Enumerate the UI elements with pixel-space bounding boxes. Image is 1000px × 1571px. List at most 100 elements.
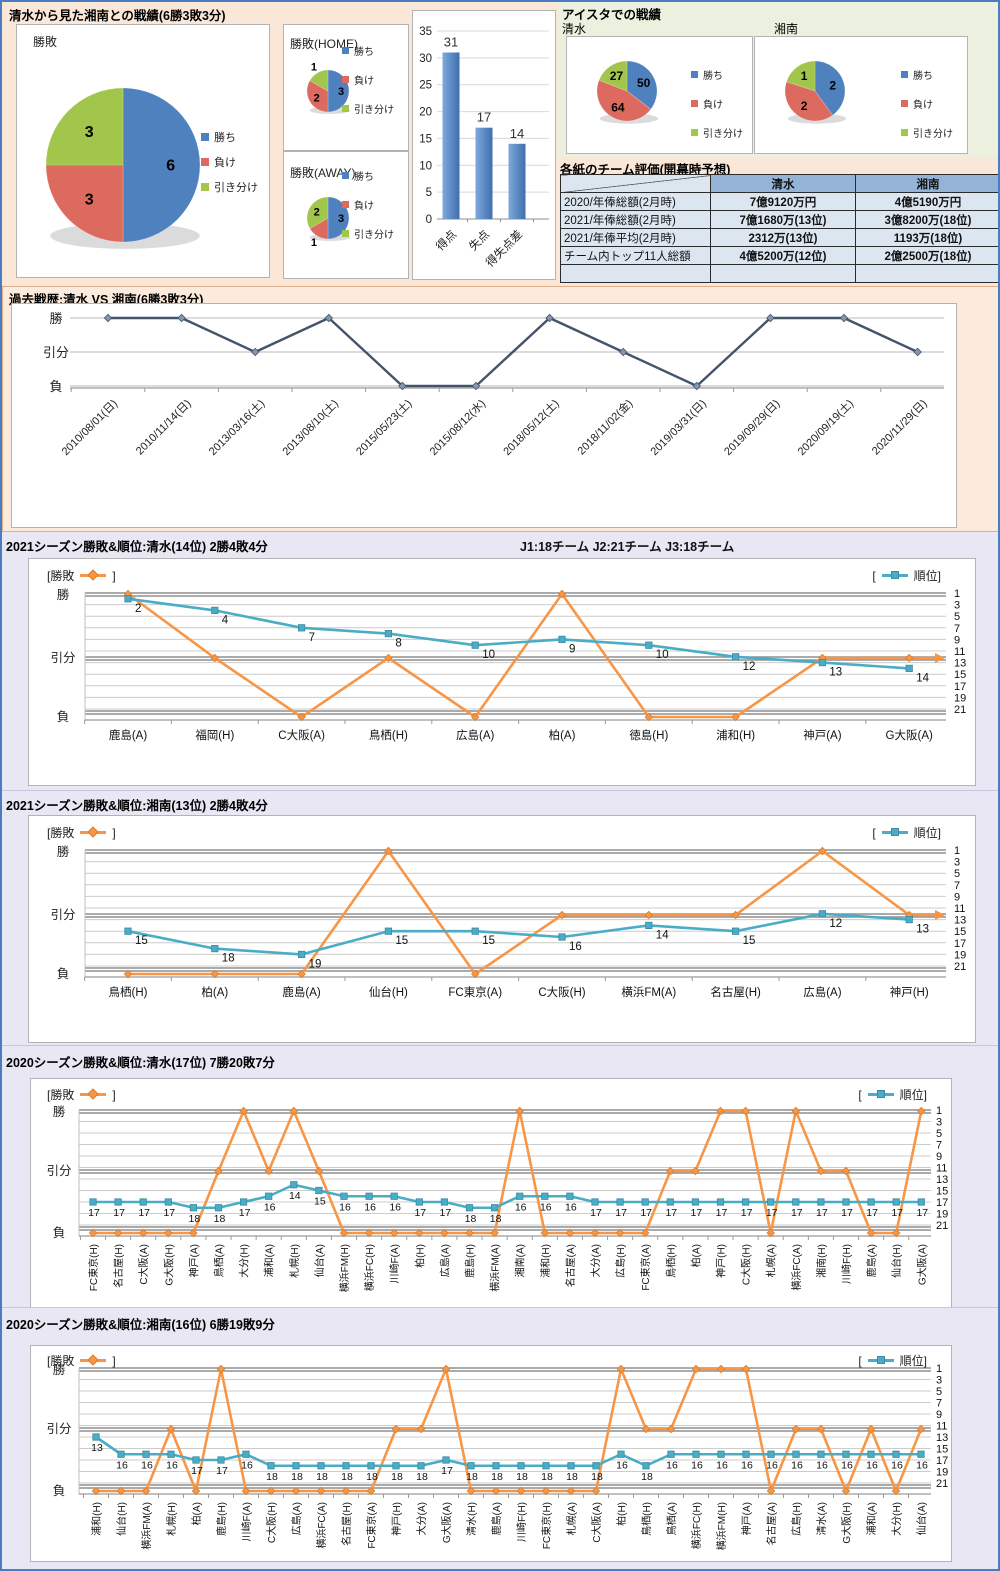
rank-legend-bracket: [ bbox=[872, 825, 876, 840]
legend-label: 負け bbox=[354, 201, 374, 212]
svg-text:20: 20 bbox=[419, 107, 432, 119]
svg-text:19: 19 bbox=[936, 1209, 948, 1221]
table-row-label: 2021/年俸総額(2月時) bbox=[560, 210, 711, 229]
aista-shimizu-box: 50 64 27 勝ち 負け 引き分け bbox=[566, 36, 753, 154]
svg-text:17: 17 bbox=[440, 1207, 452, 1219]
svg-text:17: 17 bbox=[615, 1207, 627, 1219]
svg-text:鳥栖(A): 鳥栖(A) bbox=[213, 1244, 226, 1277]
svg-text:9: 9 bbox=[936, 1151, 942, 1163]
svg-text:負: 負 bbox=[57, 967, 70, 981]
legend-item: 負け bbox=[901, 96, 953, 111]
region-2021-shonan: 2021シーズン勝敗&順位:湘南(13位) 2勝4敗4分 [勝敗] [順位] 1… bbox=[2, 790, 998, 1045]
svg-text:1: 1 bbox=[936, 1363, 942, 1375]
svg-text:2010/11/14(日): 2010/11/14(日) bbox=[134, 398, 194, 458]
svg-text:1: 1 bbox=[936, 1105, 942, 1117]
legend-swatch-icon bbox=[201, 158, 209, 166]
svg-text:13: 13 bbox=[936, 1174, 948, 1186]
svg-text:14: 14 bbox=[916, 672, 929, 684]
svg-text:2018/05/12(土): 2018/05/12(土) bbox=[501, 397, 562, 458]
legend-label: 負け bbox=[703, 100, 723, 111]
svg-text:27: 27 bbox=[610, 69, 624, 83]
team-evaluation-table: 清水 湘南 2020/年俸総額(2月時) 7億9120万円 4億5190万円 2021/年… bbox=[560, 174, 998, 283]
svg-text:3: 3 bbox=[338, 213, 344, 225]
svg-text:2019/03/31(日): 2019/03/31(日) bbox=[649, 398, 709, 458]
svg-text:18: 18 bbox=[189, 1213, 201, 1225]
legend-label: 引き分け bbox=[913, 129, 953, 140]
aista-shimizu-pie-chart: 50 64 27 bbox=[596, 60, 659, 124]
svg-text:柏(A): 柏(A) bbox=[201, 985, 228, 999]
svg-text:仙台(A): 仙台(A) bbox=[915, 1502, 928, 1535]
aista-title: アイスタでの戦績 bbox=[562, 8, 662, 22]
legend-label: 引き分け bbox=[354, 105, 394, 116]
svg-text:勝: 勝 bbox=[53, 1362, 66, 1377]
svg-text:湘南(H): 湘南(H) bbox=[815, 1244, 828, 1278]
svg-text:16: 16 bbox=[691, 1459, 703, 1471]
score-bar-chart: 0 5 10 15 20 25 30 35 31 得点 17 失点 14 得失点差 bbox=[419, 26, 549, 270]
rank-legend: [順位] bbox=[872, 824, 941, 841]
legend-swatch-icon bbox=[901, 129, 908, 136]
winloss-marker-icon bbox=[80, 1088, 107, 1100]
svg-text:7: 7 bbox=[936, 1140, 942, 1152]
svg-text:広島(A): 広島(A) bbox=[456, 728, 494, 742]
legend-swatch-icon bbox=[342, 172, 349, 179]
legend-item: 引き分け bbox=[342, 226, 394, 241]
svg-text:18: 18 bbox=[591, 1471, 603, 1483]
svg-text:川崎F(H): 川崎F(H) bbox=[840, 1244, 853, 1284]
svg-text:14: 14 bbox=[510, 126, 524, 141]
table-title: 各紙のチーム評価(開幕時予想) bbox=[560, 163, 731, 177]
legend-item: 負け bbox=[201, 154, 258, 170]
svg-text:15: 15 bbox=[936, 1444, 948, 1456]
svg-text:鹿島(A): 鹿島(A) bbox=[490, 1502, 503, 1535]
legend-swatch-icon bbox=[342, 230, 349, 237]
winloss-legend-bracket: ] bbox=[112, 1353, 116, 1368]
svg-text:引分: 引分 bbox=[43, 345, 69, 360]
svg-text:2: 2 bbox=[314, 92, 320, 104]
svg-text:2018/11/02(金): 2018/11/02(金) bbox=[574, 396, 635, 457]
svg-text:16: 16 bbox=[339, 1201, 351, 1213]
svg-text:17: 17 bbox=[716, 1207, 728, 1219]
svg-text:広島(A): 広島(A) bbox=[290, 1502, 303, 1535]
svg-text:15: 15 bbox=[954, 669, 966, 681]
svg-text:21: 21 bbox=[936, 1478, 948, 1490]
rank-legend: [順位] bbox=[872, 567, 941, 584]
svg-text:札幌(H): 札幌(H) bbox=[288, 1244, 301, 1278]
svg-text:17: 17 bbox=[113, 1207, 125, 1219]
svg-text:15: 15 bbox=[743, 935, 756, 947]
svg-text:広島(A): 広島(A) bbox=[803, 985, 841, 999]
svg-text:18: 18 bbox=[291, 1471, 303, 1483]
svg-text:14: 14 bbox=[289, 1190, 301, 1202]
svg-text:18: 18 bbox=[341, 1471, 353, 1483]
legend-item: 負け bbox=[342, 197, 394, 212]
legend-item: 負け bbox=[691, 96, 743, 111]
svg-text:16: 16 bbox=[166, 1459, 178, 1471]
legend-item: 負け bbox=[342, 72, 394, 87]
svg-text:大分(H): 大分(H) bbox=[238, 1244, 251, 1278]
svg-text:14: 14 bbox=[656, 929, 669, 941]
away-pie-box: 勝敗(AWAY) 3 1 2 勝ち 負け 引き分け bbox=[283, 151, 409, 279]
svg-text:17: 17 bbox=[936, 1455, 948, 1467]
svg-text:鳥栖(H): 鳥栖(H) bbox=[109, 985, 148, 999]
legend-swatch-icon bbox=[342, 105, 349, 112]
svg-text:引分: 引分 bbox=[46, 1422, 71, 1436]
home-pie-box: 勝敗(HOME) 3 2 1 勝ち 負け 引き分け bbox=[283, 24, 409, 151]
svg-text:横浜FC(A): 横浜FC(A) bbox=[315, 1502, 328, 1549]
rank-legend: [順位] bbox=[858, 1352, 927, 1369]
svg-text:15: 15 bbox=[135, 935, 148, 947]
svg-text:17: 17 bbox=[816, 1207, 828, 1219]
svg-text:C大阪(H): C大阪(H) bbox=[538, 985, 585, 999]
table-value-cell: 7億1680万(13位) bbox=[710, 210, 856, 229]
home-pie-title: 勝敗(HOME) bbox=[290, 37, 358, 51]
svg-text:勝: 勝 bbox=[53, 1104, 66, 1119]
legend-item: 引き分け bbox=[201, 179, 258, 195]
svg-text:柏(A): 柏(A) bbox=[190, 1502, 203, 1525]
svg-text:名古屋(H): 名古屋(H) bbox=[340, 1502, 353, 1546]
region-aista: アイスタでの戦績 清水 湘南 50 64 27 勝ち 負け 引き分け 2 2 1 勝ち 負け引… bbox=[558, 2, 998, 157]
svg-text:勝: 勝 bbox=[49, 311, 62, 326]
svg-text:2013/03/16(土): 2013/03/16(土) bbox=[206, 397, 267, 458]
svg-text:C大阪(A): C大阪(A) bbox=[590, 1502, 603, 1543]
svg-text:11: 11 bbox=[936, 1421, 947, 1433]
league-note: J1:18チーム J2:21チーム J3:18チーム bbox=[520, 540, 735, 554]
